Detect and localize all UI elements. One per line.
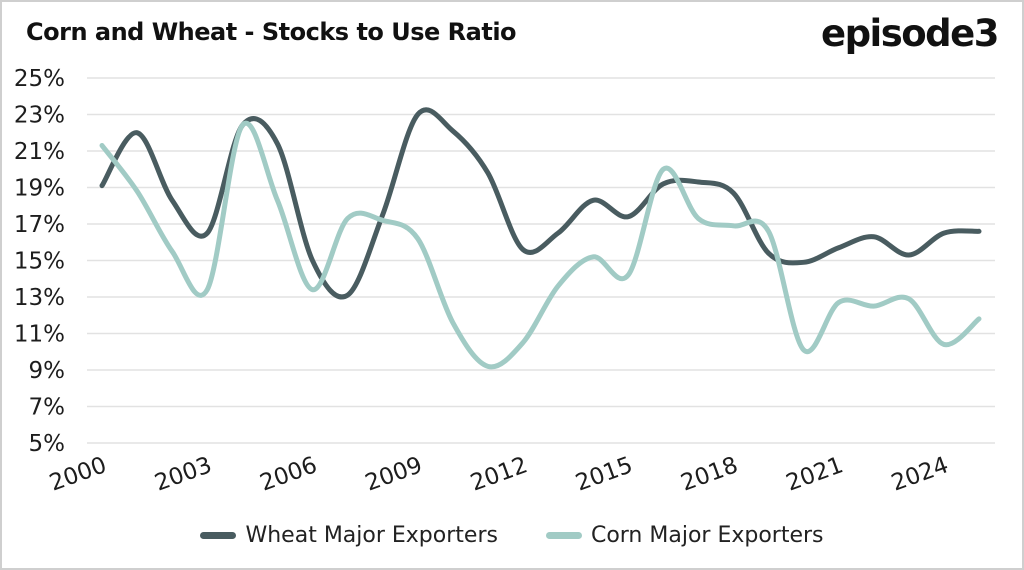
y-tick-label: 17% xyxy=(14,212,65,238)
legend-item-corn: Corn Major Exporters xyxy=(545,523,824,548)
legend: Wheat Major Exporters Corn Major Exporte… xyxy=(2,523,1022,548)
x-tick-label: 2018 xyxy=(678,452,742,496)
corn-line xyxy=(99,120,982,370)
y-tick-label: 7% xyxy=(29,395,66,421)
y-tick-label: 11% xyxy=(14,322,65,348)
x-tick-label: 2021 xyxy=(783,452,847,496)
x-tick-label: 2015 xyxy=(572,452,636,496)
x-tick-label: 2024 xyxy=(888,452,952,496)
wheat-line xyxy=(99,107,982,300)
corn-legend-label: Corn Major Exporters xyxy=(590,523,824,548)
y-tick-label: 23% xyxy=(14,103,65,129)
brand-logo: episode3 xyxy=(820,12,1000,55)
x-tick-label: 2003 xyxy=(151,452,215,496)
x-tick-label: 2009 xyxy=(362,452,426,496)
y-tick-label: 25% xyxy=(14,66,65,92)
corn-line-swatch xyxy=(545,532,582,539)
x-tick-label: 2006 xyxy=(257,452,321,496)
x-tick-label: 2012 xyxy=(467,452,531,496)
y-axis-labels: 25% 23% 21% 19% 17% 15% 13% 11% 9% 7% 5% xyxy=(14,66,65,457)
wheat-line-swatch xyxy=(200,532,237,539)
x-tick-label: 2000 xyxy=(46,452,110,496)
y-tick-label: 9% xyxy=(29,358,66,384)
gridlines xyxy=(87,77,995,444)
wheat-legend-label: Wheat Major Exporters xyxy=(245,523,498,548)
y-tick-label: 19% xyxy=(14,176,65,202)
legend-item-wheat: Wheat Major Exporters xyxy=(200,523,498,548)
y-tick-label: 13% xyxy=(14,285,65,311)
y-tick-label: 5% xyxy=(29,431,66,457)
y-tick-label: 15% xyxy=(14,249,65,275)
x-axis-labels: 2000 2003 2006 2009 2012 2015 2018 2021 2024 xyxy=(46,452,952,496)
chart-title: Corn and Wheat - Stocks to Use Ratio xyxy=(26,18,517,46)
y-tick-label: 21% xyxy=(14,139,65,165)
